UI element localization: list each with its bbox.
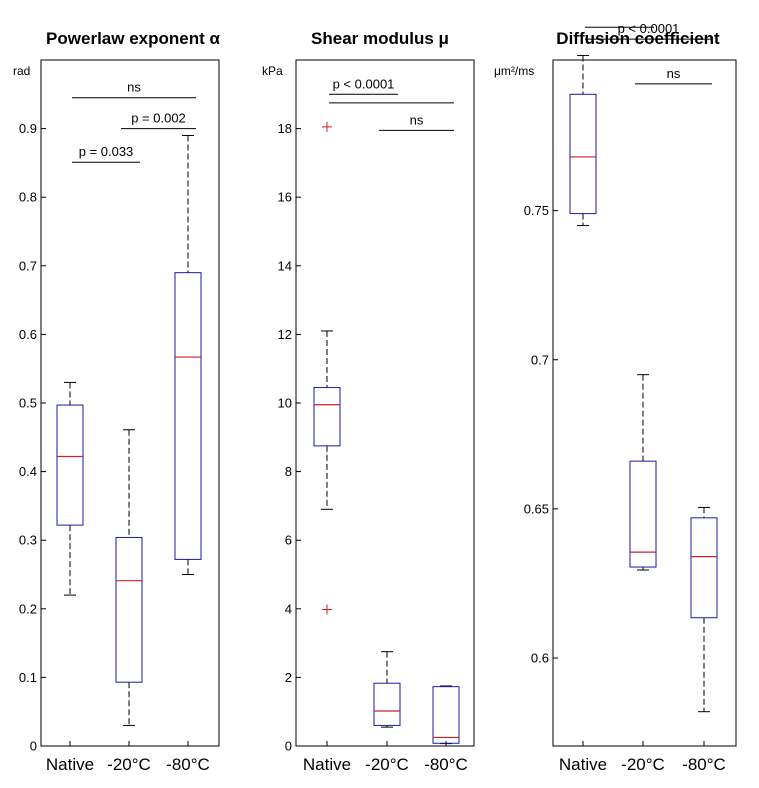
chart-title: Shear modulus μ [311,29,449,48]
significance-label: ns [127,80,141,95]
iqr-box [629,460,657,568]
x-tick-label: -20°C [107,755,151,774]
y-tick-label: 0.7 [531,352,549,367]
box-2 [373,651,401,728]
y-tick-label: 8 [285,464,292,479]
panel-diffusion-coefficient: Diffusion coefficient μm²/ms 0.6 0.65 0.7 0.7… [494,21,737,774]
iqr-box [569,93,597,215]
y-tick-label: 0.8 [19,190,37,205]
significance-annotation: ns [72,80,196,99]
iqr-box [373,682,401,726]
outlier-marker [322,604,332,615]
panel-powerlaw-exponent: Powerlaw exponent α rad 0 0.1 0.2 0.3 0.4 0.5 0.… [13,29,220,774]
significance-annotation: p < 0.0001 [585,21,712,40]
box-3 [690,506,718,713]
significance-annotation: ns [379,112,454,131]
y-unit-label: μm²/ms [494,64,534,78]
y-tick-label: 0.65 [524,501,549,516]
y-tick-label: 0.6 [531,651,549,666]
significance-label: p = 0.033 [79,144,134,159]
y-tick-label: 0.5 [19,396,37,411]
chart-title: Powerlaw exponent α [46,29,220,48]
chart-title: Diffusion coefficient [556,29,720,48]
y-unit-label: rad [13,64,30,78]
y-tick-label: 16 [278,190,292,205]
x-tick-label: Native [559,755,607,774]
plot-frame [40,59,220,747]
box-3 [174,134,202,575]
significance-label: ns [410,112,424,127]
box-2 [115,429,143,726]
significance-annotation: ns [635,66,712,85]
y-unit-label: kPa [262,64,283,78]
x-tick-label: Native [46,755,94,774]
iqr-box [115,536,143,683]
significance-label: p = 0.002 [131,111,186,126]
x-tick-label: -20°C [621,755,665,774]
significance-label: ns [667,66,681,81]
y-tick-label: 14 [278,258,292,273]
y-tick-label: 0 [285,739,292,754]
iqr-box [313,387,341,447]
iqr-box [432,686,460,744]
plot-frame [552,59,737,747]
x-tick-label: -80°C [424,755,468,774]
significance-label: p < 0.0001 [618,21,680,36]
iqr-box [690,517,718,619]
y-tick-label: 12 [278,327,292,342]
box-1 [56,381,84,596]
box-2 [629,374,657,571]
y-tick-label: 6 [285,533,292,548]
y-tick-label: 2 [285,670,292,685]
y-tick-label: 0.9 [19,121,37,136]
y-tick-label: 0.6 [19,327,37,342]
y-tick-label: 0.75 [524,203,549,218]
plot-frame [295,59,475,747]
significance-annotation: p < 0.0001 [329,76,398,95]
y-tick-label: 0.3 [19,533,37,548]
significance-annotation: p = 0.002 [121,111,196,130]
box-1 [569,55,597,227]
x-tick-label: -20°C [365,755,409,774]
y-tick-label: 0.7 [19,258,37,273]
significance-label: p < 0.0001 [333,76,395,91]
iqr-box [174,272,202,560]
y-tick-label: 0.2 [19,601,37,616]
y-tick-label: 4 [285,601,292,616]
box-3 [432,685,460,745]
y-tick-label: 18 [278,121,292,136]
significance-annotation: p = 0.033 [72,144,140,163]
x-tick-label: Native [303,755,351,774]
y-tick-label: 0 [30,739,37,754]
y-tick-label: 0.4 [19,464,37,479]
outlier-marker [322,121,332,132]
y-tick-label: 10 [278,396,292,411]
y-tick-label: 0.1 [19,670,37,685]
box-1 [313,121,341,615]
iqr-box [56,404,84,526]
x-tick-label: -80°C [682,755,726,774]
x-tick-label: -80°C [166,755,210,774]
